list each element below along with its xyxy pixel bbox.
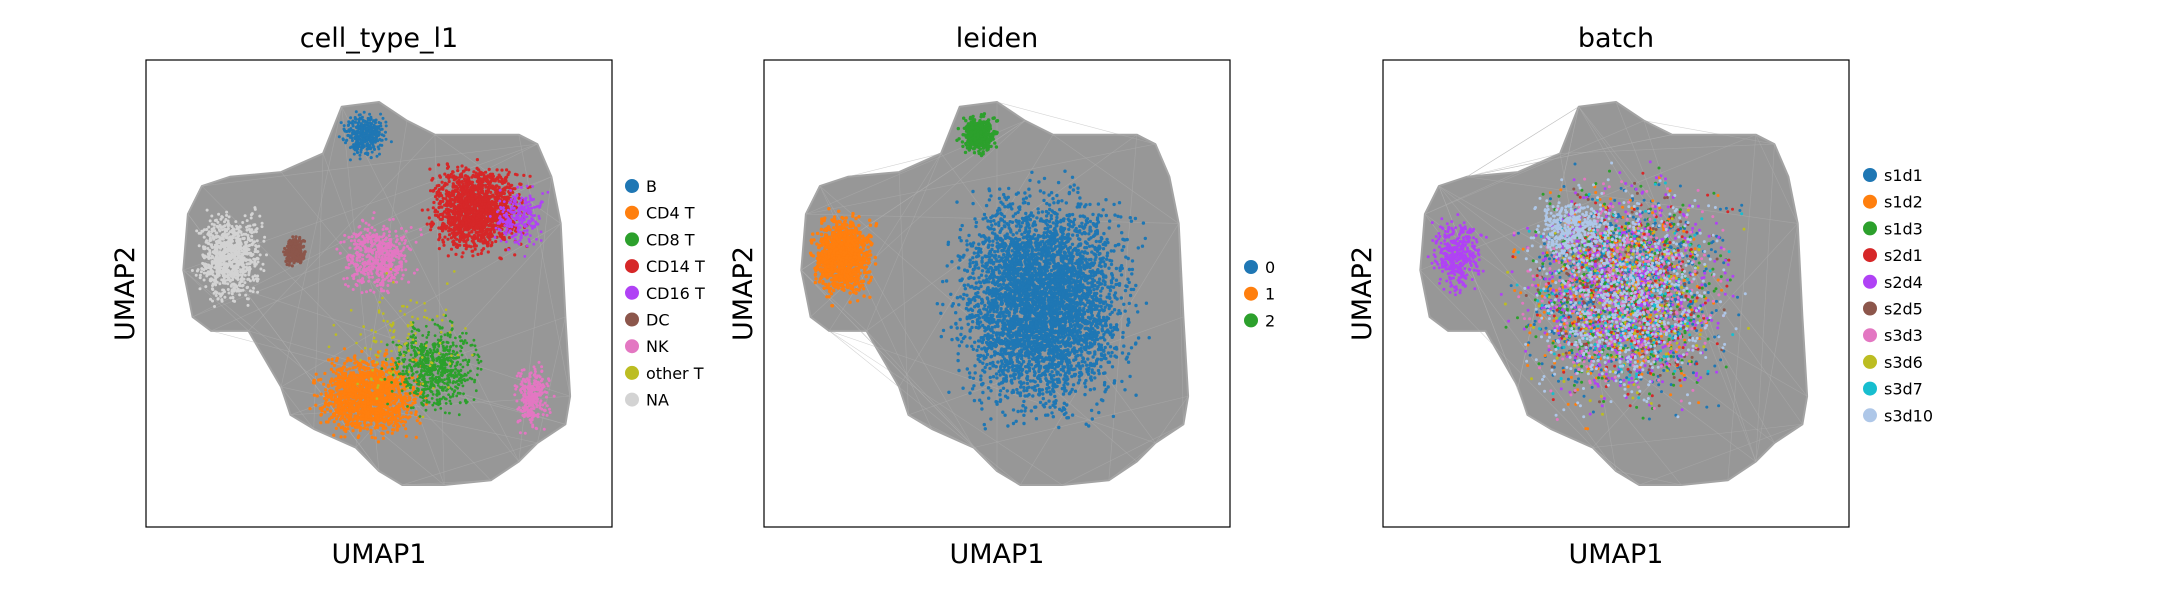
legend-label: CD14 T <box>646 257 705 276</box>
x-axis-label: UMAP1 <box>332 539 427 570</box>
x-axis-label: UMAP1 <box>1569 539 1664 570</box>
legend-marker <box>1863 168 1877 182</box>
legend-label: CD16 T <box>646 284 705 303</box>
legend-marker <box>1244 287 1258 301</box>
legend-label: s1d1 <box>1884 166 1923 185</box>
y-axis-label: UMAP2 <box>1347 246 1378 341</box>
legend-marker <box>1244 313 1258 327</box>
legend-label: 2 <box>1265 311 1275 330</box>
legend-label: s1d3 <box>1884 219 1923 238</box>
legend-label: NK <box>646 337 669 356</box>
chart-title: batch <box>1578 23 1654 54</box>
panel-batch: s1d1 s1d2 s1d3 s2d1 s2d4 s2d5 s3d3 s3d6 s3d7 s3d1… <box>1347 23 1933 570</box>
legend-marker <box>1863 355 1877 369</box>
x-axis-label: UMAP1 <box>950 539 1045 570</box>
legend-marker <box>1863 408 1877 422</box>
legend-marker <box>625 259 639 273</box>
legend-marker <box>625 232 639 246</box>
legend-marker <box>625 339 639 353</box>
legend-label: other T <box>646 364 704 383</box>
legend-marker <box>1863 302 1877 316</box>
legend-marker <box>1863 275 1877 289</box>
panel-leiden: 0 1 2 leiden UMAP1 UMAP2 <box>728 23 1275 570</box>
legend-label: s3d10 <box>1884 406 1933 425</box>
legend-label: DC <box>646 311 670 330</box>
legend-marker <box>1863 221 1877 235</box>
legend-label: 0 <box>1265 258 1275 277</box>
legend-label: 1 <box>1265 285 1275 304</box>
legend: B CD4 T CD8 T CD14 T CD16 T DC NK other T NA <box>625 177 705 410</box>
legend-marker <box>1863 248 1877 262</box>
legend-marker <box>625 179 639 193</box>
legend-label: s3d7 <box>1884 380 1923 399</box>
legend-marker <box>1863 328 1877 342</box>
legend-label: CD4 T <box>646 204 695 223</box>
legend-marker <box>625 206 639 220</box>
legend-label: B <box>646 177 657 196</box>
legend-marker <box>1244 260 1258 274</box>
legend-label: s2d4 <box>1884 273 1923 292</box>
legend: 0 1 2 <box>1244 258 1275 330</box>
y-axis-label: UMAP2 <box>728 246 759 341</box>
legend-marker <box>625 366 639 380</box>
chart-title: cell_type_l1 <box>300 23 458 54</box>
legend: s1d1 s1d2 s1d3 s2d1 s2d4 s2d5 s3d3 s3d6 s3d7 s3d1… <box>1863 166 1933 425</box>
legend-label: CD8 T <box>646 230 695 249</box>
legend-marker <box>1863 382 1877 396</box>
legend-label: s1d2 <box>1884 193 1923 212</box>
y-axis-label: UMAP2 <box>110 246 141 341</box>
legend-marker <box>1863 195 1877 209</box>
legend-marker <box>625 313 639 327</box>
legend-label: NA <box>646 391 669 410</box>
legend-label: s2d5 <box>1884 300 1923 319</box>
legend-label: s3d6 <box>1884 353 1923 372</box>
chart-title: leiden <box>956 23 1038 54</box>
legend-label: s2d1 <box>1884 246 1923 265</box>
panel-cell-type-l1: B CD4 T CD8 T CD14 T CD16 T DC NK other T NA cell… <box>110 23 705 570</box>
legend-marker <box>625 286 639 300</box>
legend-label: s3d3 <box>1884 326 1923 345</box>
legend-marker <box>625 393 639 407</box>
